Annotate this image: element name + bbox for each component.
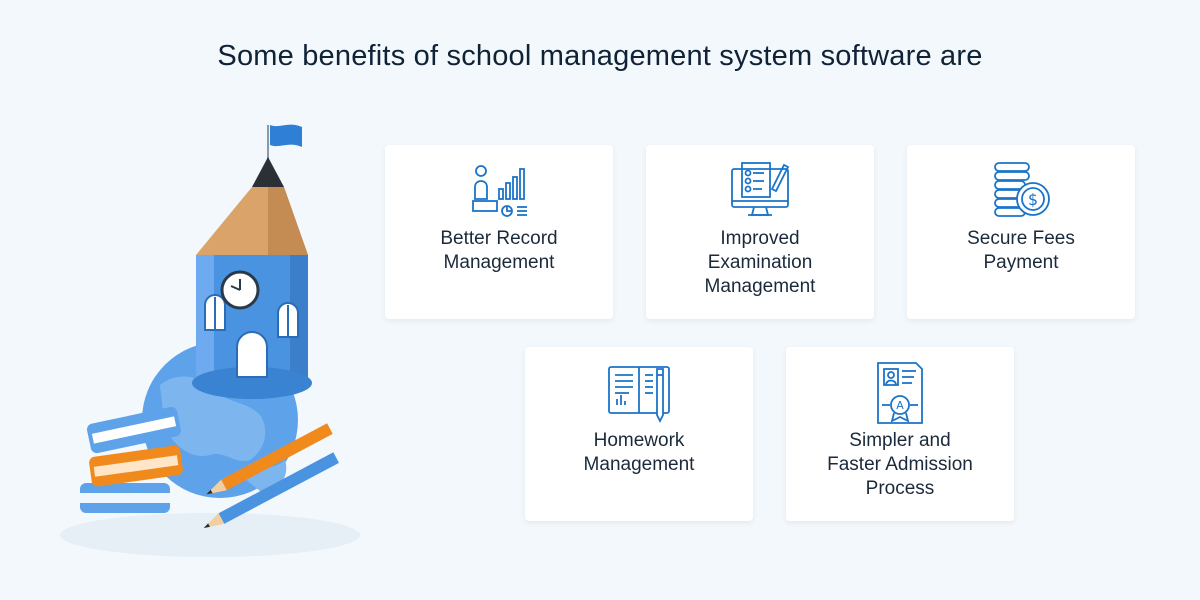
benefit-label: Better Record Management <box>440 228 558 273</box>
svg-text:$: $ <box>1028 190 1038 209</box>
homework-book-icon <box>608 366 670 424</box>
benefit-label: Homework Management <box>583 430 695 475</box>
pencil-tip-icon <box>196 157 308 255</box>
benefit-card-homework-management: Homework Management <box>525 347 753 521</box>
admission-certificate-icon: A <box>877 362 923 424</box>
flag-icon <box>267 124 302 165</box>
coins-icon: $ <box>994 162 1050 217</box>
books-icon <box>80 406 183 513</box>
benefit-card-examination-management: Improved Examination Management <box>646 145 874 319</box>
pencils-icon <box>203 423 339 528</box>
svg-text:A: A <box>896 399 904 412</box>
examination-icon <box>731 162 790 216</box>
benefit-card-record-management: Better Record Management <box>385 145 613 319</box>
benefit-label: Improved Examination Management <box>704 228 816 297</box>
pencil-school-tower-illustration <box>60 124 360 557</box>
tower-icon <box>192 255 312 399</box>
record-management-icon <box>472 165 527 217</box>
benefit-card-admission-process: A Simpler and Faster Admission Process <box>786 347 1014 521</box>
benefit-card-secure-fees-payment: $ Secure Fees Payment <box>907 145 1135 319</box>
benefit-label: Simpler and Faster Admission Process <box>827 430 973 499</box>
page-title: Some benefits of school management syste… <box>217 40 983 72</box>
benefit-label: Secure Fees Payment <box>967 228 1075 273</box>
